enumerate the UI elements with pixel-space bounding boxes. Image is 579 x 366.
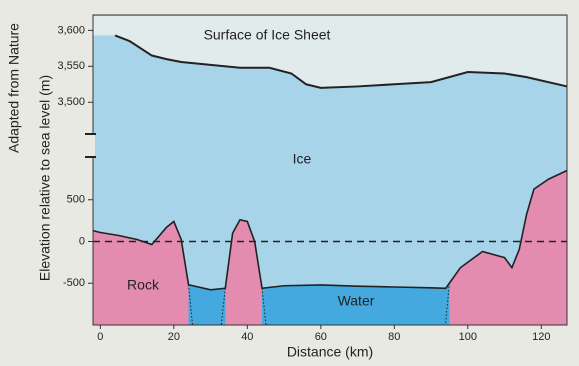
- chart-title: Surface of Ice Sheet: [204, 27, 331, 43]
- y-tick-label: 500: [67, 194, 85, 206]
- annotation: Rock: [127, 277, 160, 293]
- y-tick-label: 3,550: [57, 60, 85, 72]
- annotation: Ice: [293, 151, 312, 167]
- annotation: Water: [338, 293, 375, 309]
- water: [189, 285, 226, 325]
- credit: Adapted from Nature: [6, 23, 22, 153]
- x-tick-label: 120: [532, 331, 550, 343]
- chart: Adapted from Nature Elevation relative t…: [0, 0, 579, 366]
- y-axis-label: Elevation relative to sea level (m): [37, 75, 53, 281]
- y-tick-label: -500: [63, 277, 85, 289]
- x-tick-label: 40: [241, 331, 253, 343]
- x-tick-label: 60: [315, 331, 327, 343]
- axis-break: [85, 133, 95, 156]
- x-tick-label: 0: [97, 331, 103, 343]
- y-tick-label: 0: [79, 235, 85, 247]
- x-axis-label: Distance (km): [287, 344, 373, 360]
- x-tick-label: 20: [168, 331, 180, 343]
- y-tick-label: 3,500: [57, 96, 85, 108]
- x-tick-label: 80: [388, 331, 400, 343]
- x-tick-label: 100: [459, 331, 477, 343]
- y-tick-label: 3,600: [57, 24, 85, 36]
